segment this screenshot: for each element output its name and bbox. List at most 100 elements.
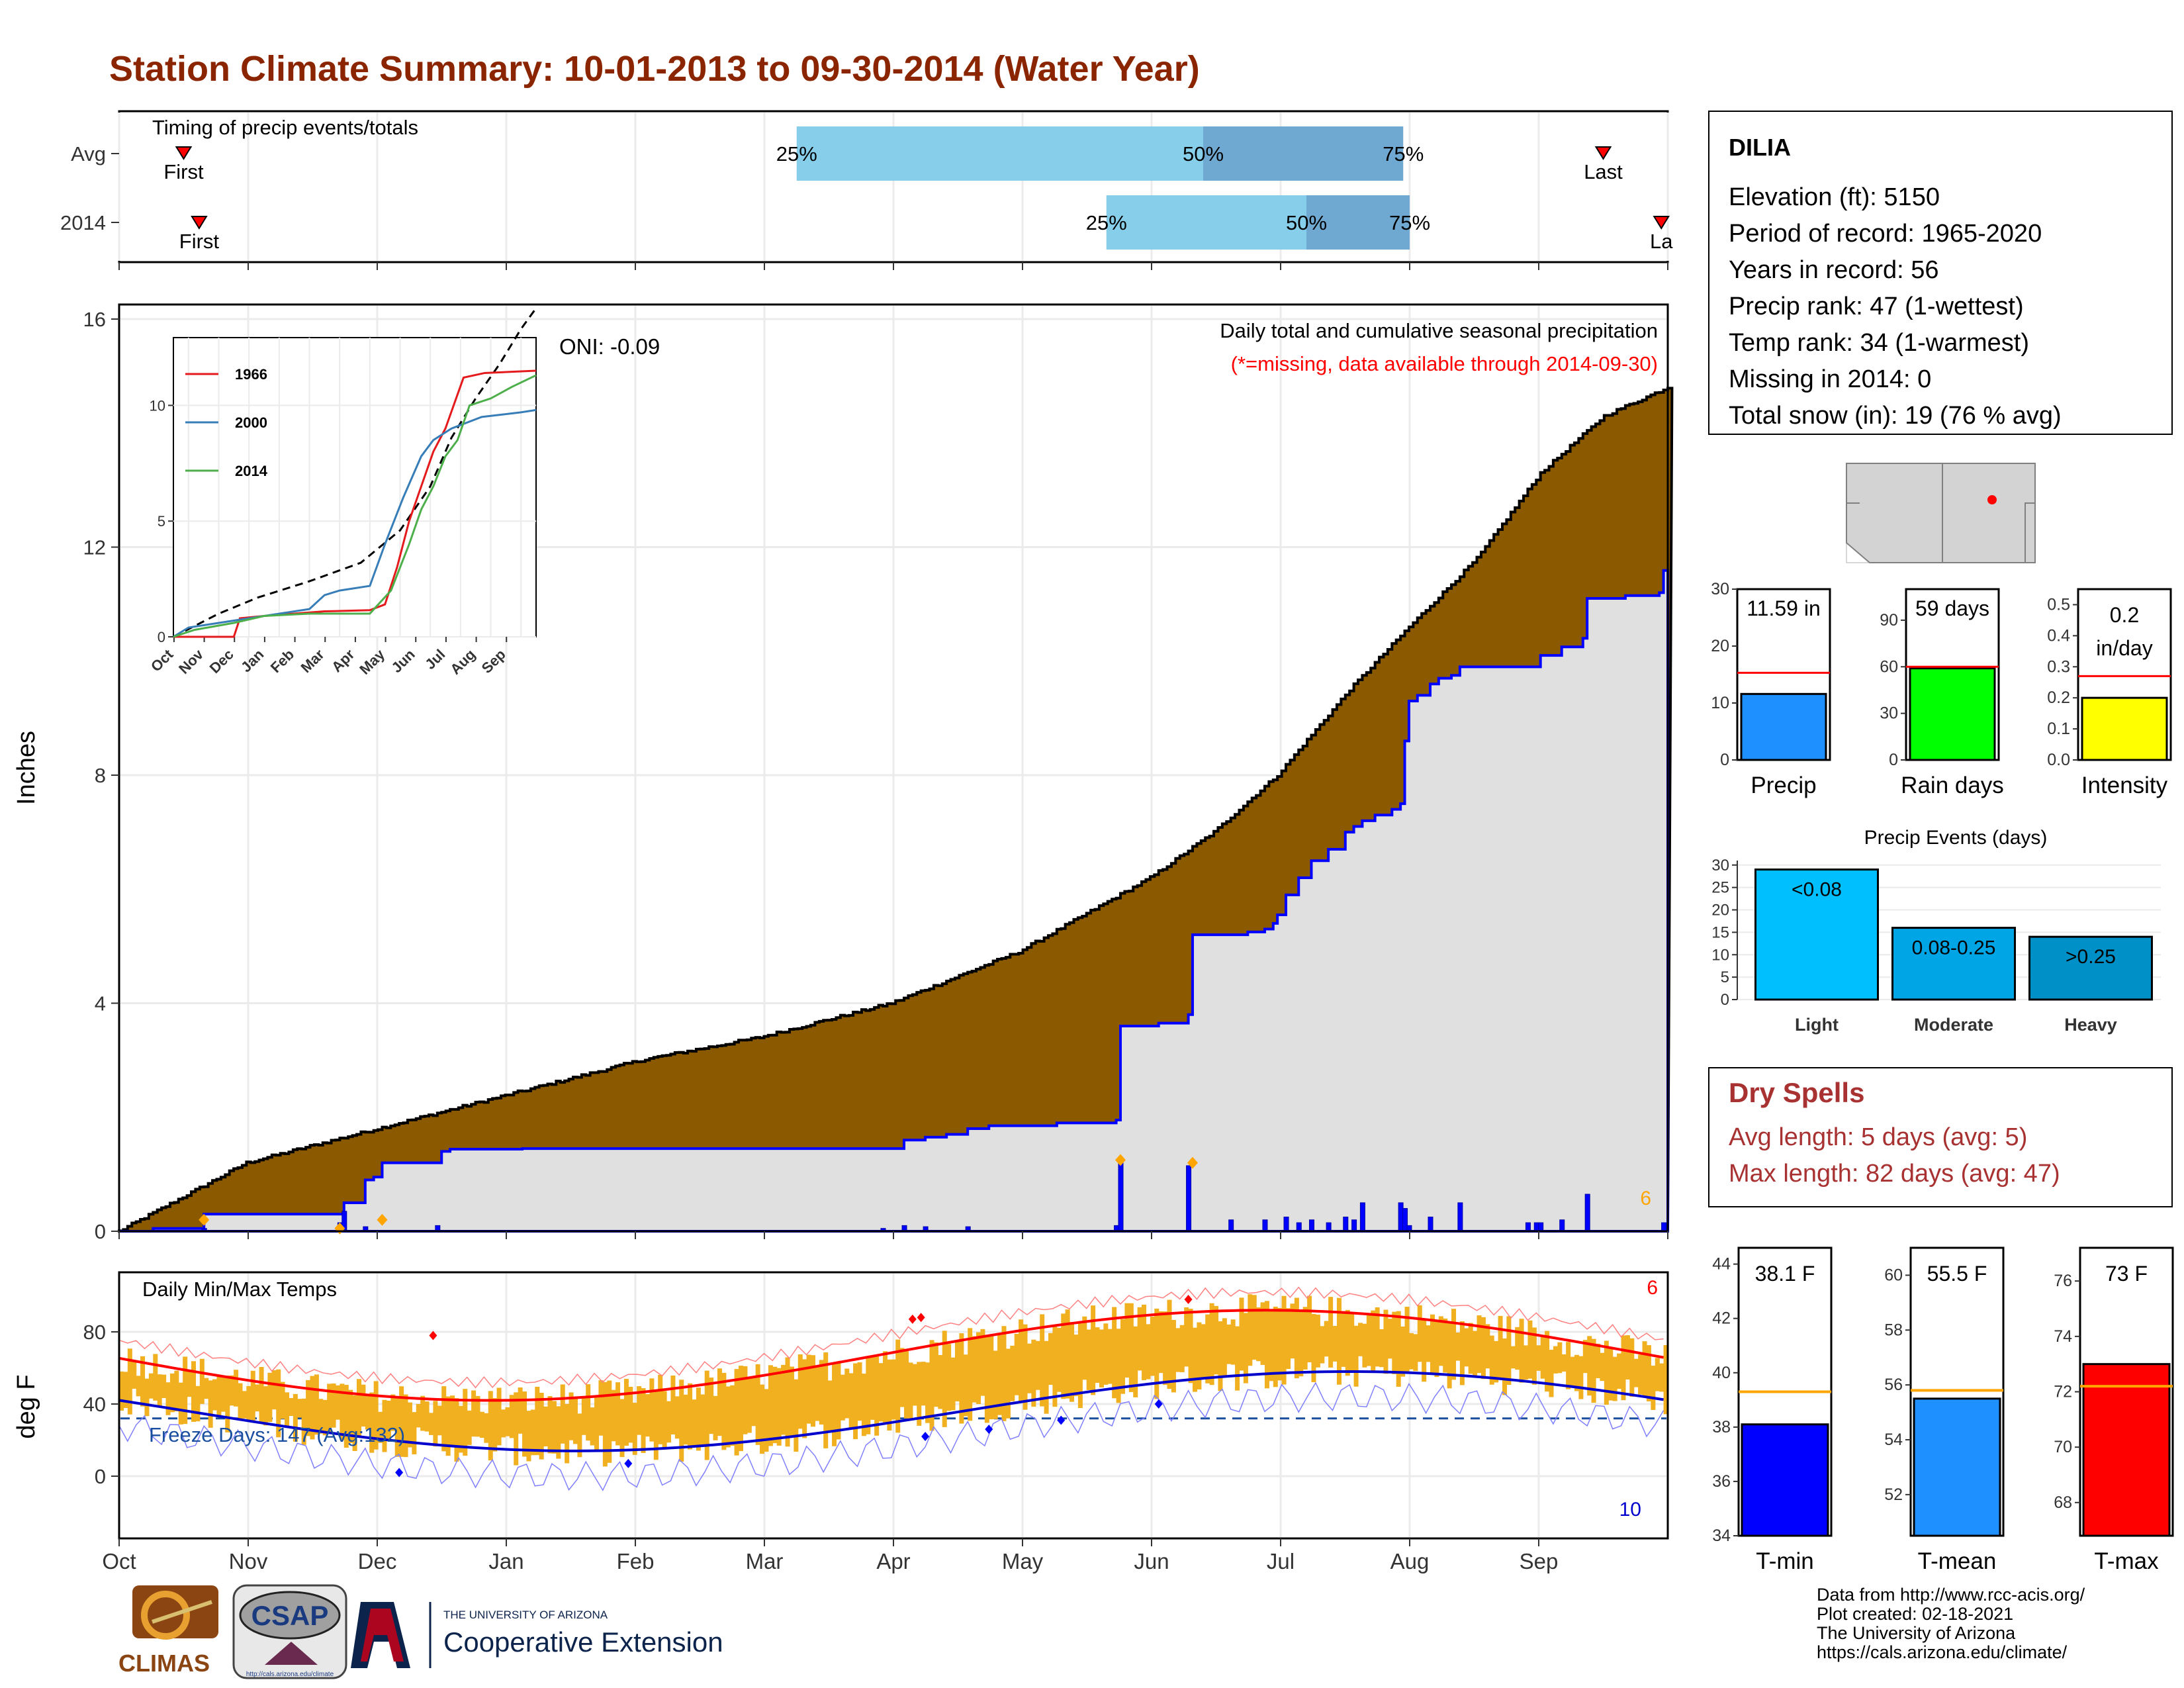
min-record-count: 10 [1619,1499,1641,1521]
daily-temp-bar [1612,1356,1617,1401]
daily-temp-bar [1464,1328,1469,1367]
daily-temp-bar [670,1375,676,1434]
x-tick-label: Feb [617,1549,655,1573]
temp-panel: 0 40 80 deg F Daily Min/Max Temps Freeze D… [13,1231,1669,1573]
daily-temp-bar [623,1378,629,1446]
daily-temp-bar [310,1376,315,1440]
daily-temp-bar [1010,1345,1015,1401]
x-tick-label: Jul [1267,1549,1295,1573]
inset-legend-label: 2014 [235,463,268,479]
daily-temp-bar [1422,1319,1427,1382]
mini-bar-ytick-label: 30 [1880,704,1898,723]
temp-bar-ytick-label: 56 [1884,1376,1903,1394]
daily-temp-bar [475,1395,480,1437]
last-event-marker [1594,146,1612,160]
daily-temp-bar [157,1374,162,1407]
daily-temp-bar [1485,1324,1490,1369]
events-category-label: Moderate [1914,1015,1993,1035]
daily-temp-bar [1540,1336,1545,1379]
daily-temp-bar [297,1399,302,1418]
events-category-label: Heavy [2064,1015,2117,1035]
station-location-map [1846,463,2036,563]
daily-temp-bar [598,1380,604,1436]
daily-temp-bar [666,1401,672,1443]
daily-temp-bar [789,1366,794,1438]
daily-temp-bar [1596,1343,1601,1378]
timing-row-label-avg: Avg [71,142,106,165]
daily-temp-bar [1383,1309,1388,1374]
daily-temp-bar [696,1387,701,1451]
daily-temp-bar [1230,1319,1236,1365]
daily-temp-bar [216,1376,222,1418]
inset-legend-label: 1966 [235,366,267,383]
daily-temp-bar [1273,1306,1278,1387]
daily-temp-bar [492,1398,498,1452]
csap-logo-text: CSAP [251,1600,329,1631]
daily-temp-bar [429,1413,434,1435]
precip-panel-title: Daily total and cumulative seasonal prec… [1220,319,1658,342]
daily-temp-bar [373,1381,379,1450]
mini-bar-ytick-label: 0.0 [2047,751,2070,769]
precip-ytick-label: 16 [83,308,106,331]
daily-temp-bar [968,1328,973,1421]
daily-temp-bar [535,1386,540,1456]
daily-temp-bar [1549,1350,1554,1397]
precip-panel: 0 4 8 12 16 Inches Daily total and cumulativ… [13,303,1674,1243]
daily-temp-bar [1137,1307,1142,1371]
daily-temp-bar [1561,1354,1567,1372]
daily-temp-bar [861,1374,866,1436]
first-event-marker [175,146,193,160]
record-precip-marker [1115,1154,1126,1166]
x-tick-label: Dec [358,1549,397,1573]
daily-temp-bar [645,1394,650,1437]
daily-temp-bar [1646,1345,1651,1402]
daily-temp-bar [688,1383,693,1450]
daily-temp-bar [1480,1317,1486,1380]
daily-temp-bar [1281,1295,1287,1385]
daily-temp-bar [509,1395,514,1438]
daily-temp-bar [628,1387,633,1443]
daily-temp-bar [518,1387,523,1434]
daily-temp-bar [1468,1323,1473,1374]
daily-temp-bar [1103,1323,1109,1385]
daily-temp-bar [1587,1336,1592,1396]
mini-bar-category-label: Precip [1751,773,1816,798]
daily-temp-bar [1494,1340,1499,1383]
dry-spells-title: Dry Spells [1729,1077,1864,1108]
daily-temp-bar [280,1382,285,1419]
daily-temp-bar [450,1395,455,1446]
temp-bar-value-label: 73 F [2105,1262,2148,1286]
daily-temp-bar [340,1383,345,1440]
daily-temp-bar [1056,1327,1062,1392]
record-max-line [118,1286,1664,1389]
daily-temp-bar [776,1368,782,1446]
daily-temp-bar [382,1399,387,1452]
record-high-marker [908,1314,917,1324]
daily-temp-bar [289,1397,294,1416]
daily-temp-bar [242,1391,247,1419]
timing-bar-50-75 [1203,126,1404,181]
daily-temp-bar [972,1336,977,1403]
daily-temp-bar [183,1356,188,1425]
daily-temp-bar [1116,1329,1121,1403]
footer-line-3: The University of Arizona [1817,1623,2016,1643]
daily-temp-bar [1341,1311,1346,1367]
daily-temp-bar [259,1367,264,1423]
daily-temp-bar [730,1385,735,1446]
daily-temp-bar [1417,1305,1422,1362]
daily-temp-bar [1019,1319,1024,1403]
daily-temp-bar [1086,1329,1091,1390]
daily-temp-bar [1154,1308,1160,1399]
first-event-label: First [179,230,220,253]
daily-temp-bar [1349,1314,1355,1372]
x-tick-label: Mar [746,1549,784,1573]
timing-p25-label: 25% [1086,211,1127,234]
daily-temp-bar [1651,1366,1656,1410]
daily-temp-bar [437,1405,442,1436]
temp-bar-chart-t-max: 68 70 72 74 76 73 F T-max [2054,1246,2174,1574]
daily-temp-bar [136,1376,141,1397]
record-low-marker [395,1468,404,1477]
daily-temp-bar [225,1376,230,1432]
mini-bar-ytick-label: 10 [1711,694,1729,712]
daily-temp-bar [1243,1313,1248,1383]
